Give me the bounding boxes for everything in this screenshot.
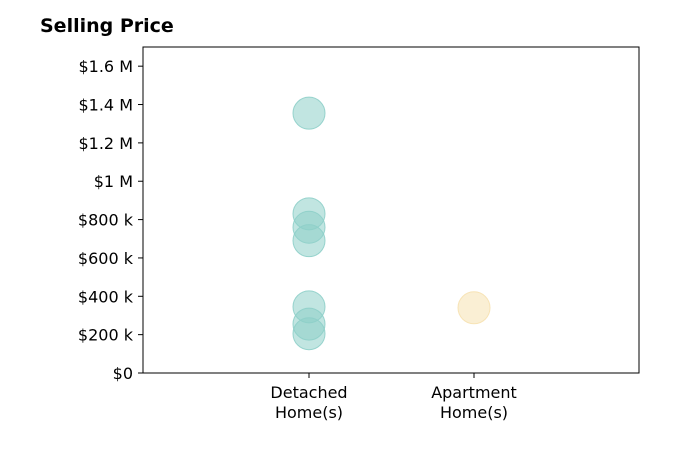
x-tick-label: Detached bbox=[270, 383, 347, 402]
y-tick-label: $200 k bbox=[78, 326, 134, 345]
data-point bbox=[292, 317, 326, 351]
y-tick-label: $1.6 M bbox=[78, 57, 133, 76]
y-tick-label: $800 k bbox=[78, 211, 134, 230]
y-tick-label: $600 k bbox=[78, 249, 134, 268]
data-point bbox=[457, 291, 491, 325]
y-tick-label: $1.4 M bbox=[78, 96, 133, 115]
y-tick-label: $0 bbox=[113, 364, 133, 383]
data-point bbox=[292, 96, 326, 130]
x-tick-label: Home(s) bbox=[275, 403, 343, 422]
x-tick-label: Apartment bbox=[431, 383, 517, 402]
data-point bbox=[292, 224, 326, 258]
chart-title: Selling Price bbox=[40, 15, 174, 37]
plot-frame bbox=[142, 46, 640, 374]
x-tick-label: Home(s) bbox=[440, 403, 508, 422]
y-tick-label: $400 k bbox=[78, 287, 134, 306]
y-tick-label: $1 M bbox=[94, 172, 133, 191]
y-tick-label: $1.2 M bbox=[78, 134, 133, 153]
